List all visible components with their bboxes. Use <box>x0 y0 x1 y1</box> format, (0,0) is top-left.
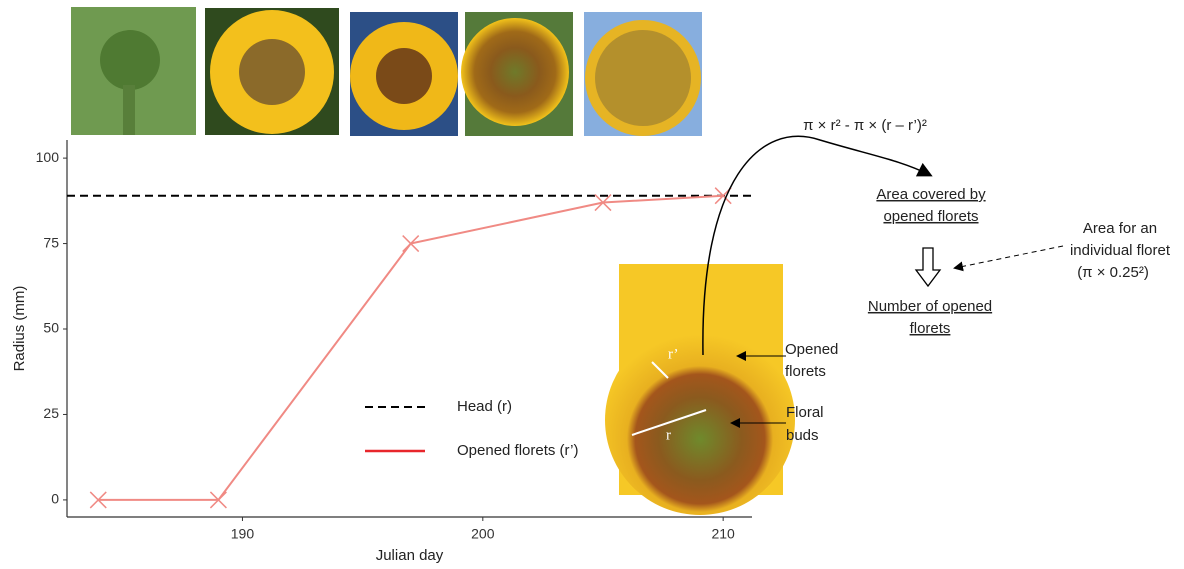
number-opened-line: Number of opened <box>868 298 992 315</box>
x-tick-label: 200 <box>471 526 495 542</box>
number-opened-line: florets <box>910 320 951 337</box>
point-marker <box>89 491 107 509</box>
y-tick-label: 50 <box>43 320 59 336</box>
down-arrow <box>914 247 942 288</box>
photo-label: buds <box>786 427 819 444</box>
floret-area-line: (π × 0.25²) <box>1077 264 1149 281</box>
r-prime-label: r’ <box>668 346 679 362</box>
y-tick-label: 100 <box>36 149 60 165</box>
legend-label: Head (r) <box>457 398 512 415</box>
floret-area-line: Area for an <box>1083 220 1157 237</box>
area-covered-line: opened florets <box>883 208 978 225</box>
legend-label: Opened florets (r’) <box>457 442 578 459</box>
photo-label: Opened <box>785 341 838 358</box>
photo-row <box>71 7 702 136</box>
point-marker <box>209 491 227 509</box>
formula: π × r² - π × (r – r’)² <box>803 117 927 134</box>
photo-label: Floral <box>786 404 824 421</box>
point-marker <box>594 194 612 212</box>
curved-arrow <box>702 135 933 356</box>
x-tick-label: 190 <box>231 526 255 542</box>
x-axis-label: Julian day <box>376 547 444 564</box>
photo-closeup <box>605 264 795 515</box>
x-tick-label: 210 <box>711 526 735 542</box>
y-axis-label: Radius (mm) <box>11 286 28 372</box>
y-tick-label: 75 <box>43 234 59 250</box>
y-tick-label: 0 <box>51 491 59 507</box>
r-label: r <box>666 427 671 443</box>
floret-area-line: individual floret <box>1070 242 1171 259</box>
point-marker <box>402 235 420 253</box>
y-tick-label: 25 <box>43 405 59 421</box>
plot: 0 25 50 75 100 190 200 210 Julian day Radius (mm)… <box>11 140 752 564</box>
area-covered-line: Area covered by <box>876 186 986 203</box>
photo-label: florets <box>785 363 826 380</box>
dashed-arrow <box>953 245 1064 272</box>
